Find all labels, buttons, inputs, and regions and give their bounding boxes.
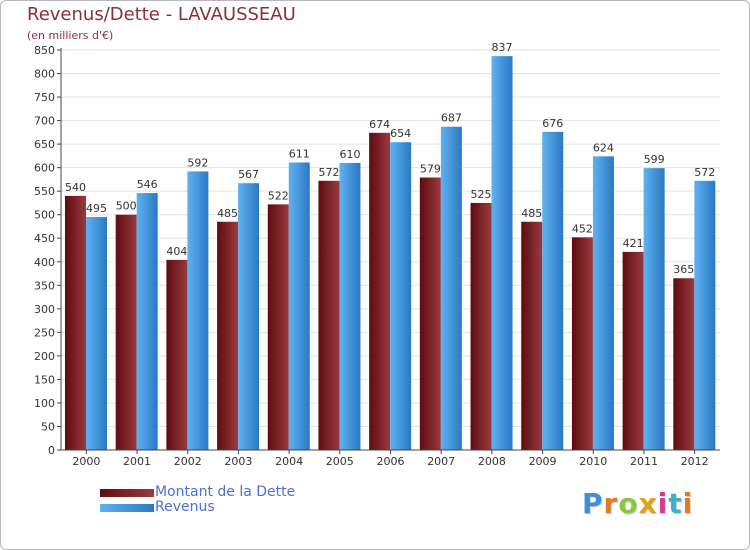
data-label-dette: 500 xyxy=(116,200,137,213)
y-tick-label: 800 xyxy=(34,68,55,81)
x-tick-label: 2001 xyxy=(123,455,151,468)
y-tick-label: 200 xyxy=(34,350,55,363)
data-label-revenus: 676 xyxy=(542,117,563,130)
data-label-revenus: 592 xyxy=(187,156,208,169)
bar-revenus xyxy=(187,171,209,451)
y-tick-label: 400 xyxy=(34,256,55,269)
y-tick-label: 100 xyxy=(34,397,55,410)
bar-dette xyxy=(470,202,492,450)
x-tick-label: 2010 xyxy=(579,455,607,468)
data-label-revenus: 611 xyxy=(289,147,310,160)
bar-dette xyxy=(318,180,340,450)
bar-dette xyxy=(267,204,289,450)
x-tick-label: 2008 xyxy=(478,455,506,468)
data-label-dette: 485 xyxy=(217,207,238,220)
data-label-revenus: 495 xyxy=(86,202,107,215)
bar-dette xyxy=(115,214,137,450)
data-label-revenus: 546 xyxy=(137,178,158,191)
x-tick-label: 2007 xyxy=(427,455,455,468)
data-label-dette: 572 xyxy=(318,166,339,179)
data-label-revenus: 624 xyxy=(593,141,614,154)
data-label-dette: 540 xyxy=(65,181,86,194)
y-tick-label: 150 xyxy=(34,373,55,386)
data-label-dette: 365 xyxy=(673,263,694,276)
bar-dette xyxy=(673,278,695,450)
data-label-revenus: 654 xyxy=(390,127,411,140)
chart-title: Revenus/Dette - LAVAUSSEAU xyxy=(27,4,296,25)
x-tick-label: 2011 xyxy=(630,455,658,468)
data-label-revenus: 837 xyxy=(492,41,513,54)
data-label-revenus: 572 xyxy=(694,166,715,179)
y-tick-label: 700 xyxy=(34,115,55,128)
data-label-dette: 525 xyxy=(471,188,492,201)
x-tick-label: 2004 xyxy=(275,455,303,468)
chart-subtitle: (en milliers d'€) xyxy=(27,29,114,42)
bar-revenus xyxy=(643,168,665,450)
data-label-revenus: 599 xyxy=(644,153,665,166)
x-tick-label: 2000 xyxy=(72,455,100,468)
legend-swatch-dette xyxy=(100,489,154,497)
bar-revenus xyxy=(339,162,361,451)
data-label-dette: 452 xyxy=(572,222,593,235)
legend-label-dette: Montant de la Dette xyxy=(155,484,296,500)
x-tick-label: 2002 xyxy=(174,455,202,468)
bar-revenus xyxy=(542,131,564,450)
bar-dette xyxy=(369,132,391,450)
data-label-dette: 674 xyxy=(369,118,390,131)
legend-label-revenus: Revenus xyxy=(155,499,215,515)
legend-swatch-revenus xyxy=(100,504,154,512)
x-tick-label: 2009 xyxy=(529,455,557,468)
bar-revenus xyxy=(238,183,260,451)
bar-dette xyxy=(217,221,239,450)
y-tick-label: 50 xyxy=(41,420,55,433)
bar-revenus xyxy=(136,193,158,450)
bar-revenus xyxy=(694,180,716,450)
data-label-dette: 522 xyxy=(268,189,289,202)
x-tick-label: 2003 xyxy=(224,455,252,468)
y-tick-label: 500 xyxy=(34,209,55,222)
y-tick-label: 300 xyxy=(34,303,55,316)
bar-dette xyxy=(419,177,441,450)
bar-revenus xyxy=(288,162,310,450)
x-tick-label: 2005 xyxy=(326,455,354,468)
y-tick-label: 850 xyxy=(34,44,55,57)
y-tick-label: 350 xyxy=(34,279,55,292)
bar-revenus xyxy=(491,56,513,450)
data-label-revenus: 567 xyxy=(238,168,259,181)
data-label-revenus: 687 xyxy=(441,112,462,125)
bar-dette xyxy=(622,251,644,450)
y-tick-label: 650 xyxy=(34,138,55,151)
x-tick-label: 2012 xyxy=(681,455,709,468)
bar-revenus xyxy=(592,156,614,450)
data-label-revenus: 610 xyxy=(339,148,360,161)
proxiti-logo: Proxiti xyxy=(582,487,694,520)
x-tick-label: 2006 xyxy=(377,455,405,468)
y-tick-label: 0 xyxy=(48,444,55,457)
data-label-dette: 404 xyxy=(166,245,187,258)
bar-dette xyxy=(571,237,593,450)
bar-dette xyxy=(521,221,543,450)
y-tick-label: 550 xyxy=(34,185,55,198)
data-label-dette: 485 xyxy=(521,207,542,220)
bar-revenus xyxy=(390,142,412,450)
y-tick-label: 600 xyxy=(34,162,55,175)
y-tick-label: 450 xyxy=(34,232,55,245)
bar-dette xyxy=(65,195,86,450)
data-label-dette: 421 xyxy=(623,237,644,250)
bar-revenus xyxy=(440,126,462,451)
y-tick-label: 750 xyxy=(34,91,55,104)
bar-dette xyxy=(166,259,188,450)
data-label-dette: 579 xyxy=(420,163,441,176)
bar-revenus xyxy=(86,217,107,450)
y-tick-label: 250 xyxy=(34,326,55,339)
